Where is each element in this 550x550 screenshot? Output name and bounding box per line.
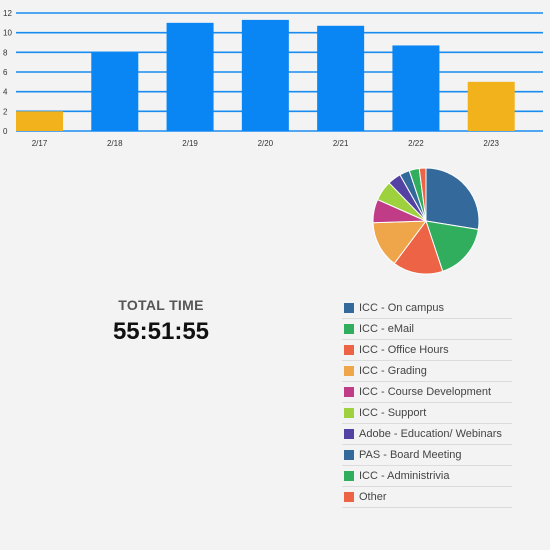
total-time-panel: TOTAL TIME 55:51:55: [90, 297, 232, 346]
x-tick-label: 2/23: [483, 139, 499, 148]
y-tick-label: 8: [3, 48, 8, 57]
legend-swatch: [344, 345, 354, 355]
daily-hours-bar-chart: 0 2 4 6 8 10 12 2/17 2/18 2/19 2/20 2/21 2/22 2/23: [3, 9, 543, 148]
legend-label: ICC - On campus: [359, 302, 444, 314]
legend-item[interactable]: ICC - Grading: [342, 361, 512, 382]
x-tick-label: 2/21: [333, 139, 349, 148]
y-tick-label: 2: [3, 107, 8, 116]
legend-item[interactable]: Other: [342, 487, 512, 508]
legend-label: PAS - Board Meeting: [359, 449, 462, 461]
x-tick-label: 2/20: [258, 139, 274, 148]
legend-swatch: [344, 429, 354, 439]
bar-2/20[interactable]: [241, 19, 289, 132]
legend-swatch: [344, 471, 354, 481]
legend-item[interactable]: ICC - Course Development: [342, 382, 512, 403]
legend-swatch: [344, 408, 354, 418]
bar-2/23[interactable]: [467, 81, 515, 131]
y-tick-label: 10: [3, 29, 12, 38]
legend-swatch: [344, 450, 354, 460]
legend-label: ICC - Support: [359, 407, 427, 419]
x-tick-label: 2/17: [32, 139, 48, 148]
legend-item[interactable]: ICC - Office Hours: [342, 340, 512, 361]
bar-2/21[interactable]: [317, 25, 365, 131]
legend-swatch: [344, 324, 354, 334]
pie-slice[interactable]: [393, 219, 444, 275]
legend-item[interactable]: ICC - eMail: [342, 319, 512, 340]
legend-label: ICC - Grading: [359, 365, 427, 377]
legend-label: ICC - Course Development: [359, 386, 492, 398]
legend-label: Adobe - Education/ Webinars: [359, 428, 502, 440]
legend-swatch: [344, 366, 354, 376]
legend-swatch: [344, 492, 354, 502]
x-tick-label: 2/18: [107, 139, 123, 148]
total-time-value: 55:51:55: [112, 318, 210, 345]
pie-legend: ICC - On campus ICC - eMail ICC - Office H…: [342, 298, 512, 508]
legend-label: ICC - Office Hours: [359, 344, 449, 356]
legend-item[interactable]: ICC - Administrivia: [342, 466, 512, 487]
legend-item[interactable]: ICC - Support: [342, 403, 512, 424]
bar-2/18[interactable]: [91, 52, 139, 132]
legend-label: ICC - Administrivia: [359, 470, 450, 482]
legend-item[interactable]: ICC - On campus: [342, 298, 512, 319]
legend-swatch: [344, 387, 354, 397]
legend-label: Other: [359, 491, 387, 503]
y-tick-label: 12: [3, 9, 12, 18]
category-pie-chart: [372, 167, 480, 275]
legend-label: ICC - eMail: [359, 323, 415, 335]
bar-2/22[interactable]: [392, 45, 440, 132]
pie-slice[interactable]: [425, 220, 479, 272]
bar-2/17[interactable]: [16, 111, 63, 131]
legend-item[interactable]: PAS - Board Meeting: [342, 445, 512, 466]
y-tick-label: 6: [3, 68, 8, 77]
y-tick-label: 0: [3, 127, 8, 136]
legend-swatch: [344, 303, 354, 313]
legend-item[interactable]: Adobe - Education/ Webinars: [342, 424, 512, 445]
x-tick-label: 2/22: [408, 139, 424, 148]
total-time-label: TOTAL TIME: [118, 297, 204, 313]
x-tick-label: 2/19: [182, 139, 198, 148]
pie-slice[interactable]: [425, 167, 480, 231]
bar-2/19[interactable]: [166, 22, 214, 131]
y-tick-label: 4: [3, 88, 8, 97]
pie-slice[interactable]: [418, 167, 427, 222]
